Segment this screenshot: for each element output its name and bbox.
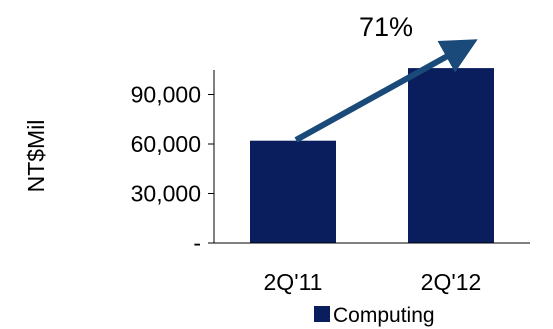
growth-arrow — [294, 39, 478, 143]
x-tick-label: 2Q'11 — [264, 269, 323, 295]
legend-label: Computing — [333, 304, 435, 327]
bar-1 — [250, 140, 336, 243]
y-axis-ticks: - 30,000 60,000 90,000 — [131, 82, 214, 256]
bars-group — [250, 68, 494, 243]
y-axis-title: NT$Mil — [23, 120, 49, 193]
y-tick-label: - — [193, 230, 201, 256]
x-tick-label: 2Q'12 — [421, 269, 482, 295]
legend-swatch — [314, 306, 330, 322]
y-tick-label: 30,000 — [131, 181, 201, 207]
bar-2 — [408, 68, 494, 243]
y-tick-label: 60,000 — [131, 131, 201, 157]
growth-annotation: 71% — [359, 12, 413, 42]
x-axis-tick-labels: 2Q'11 2Q'12 — [264, 269, 482, 295]
y-tick-label: 90,000 — [131, 82, 201, 108]
legend: Computing — [314, 304, 435, 327]
